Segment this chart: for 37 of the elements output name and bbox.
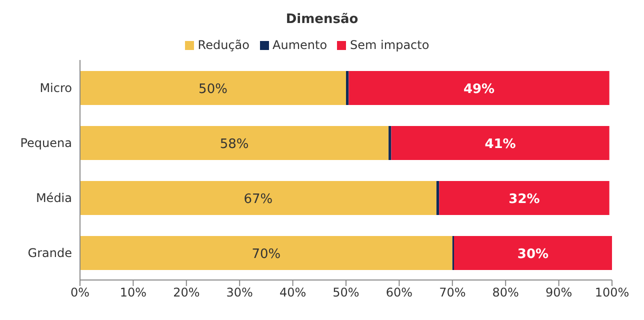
x-tick-label: 70% bbox=[439, 286, 466, 300]
bar bbox=[436, 181, 440, 215]
x-tick-label: 0% bbox=[70, 286, 90, 300]
y-tick-label: Micro bbox=[40, 80, 72, 95]
bar bbox=[346, 71, 349, 105]
legend-label: Redução bbox=[198, 38, 250, 52]
bar bbox=[391, 126, 610, 160]
legend-label: Sem impacto bbox=[350, 38, 430, 52]
x-tick-label: 100% bbox=[594, 286, 630, 300]
data-label: 67% bbox=[244, 192, 273, 207]
x-tick-label: 30% bbox=[226, 286, 253, 300]
data-label: 41% bbox=[484, 137, 516, 152]
chart-title: Dimensão bbox=[284, 11, 360, 29]
y-tick-label: Grande bbox=[28, 246, 72, 260]
bar bbox=[80, 181, 436, 215]
data-label: 58% bbox=[220, 137, 249, 152]
data-label: 50% bbox=[198, 82, 228, 97]
data-label: 32% bbox=[508, 192, 540, 207]
data-label: 49% bbox=[463, 82, 495, 97]
bar bbox=[439, 181, 610, 215]
x-tick-label: 90% bbox=[545, 286, 572, 300]
data-label: 30% bbox=[517, 247, 549, 262]
x-tick-label: 60% bbox=[386, 286, 413, 300]
x-tick-label: 20% bbox=[173, 286, 200, 300]
bar bbox=[80, 126, 389, 160]
bar bbox=[80, 236, 452, 270]
x-tick-label: 40% bbox=[279, 286, 306, 300]
bar bbox=[388, 126, 392, 160]
legend-label: Aumento bbox=[272, 38, 328, 52]
data-label: 70% bbox=[252, 247, 281, 262]
bar bbox=[348, 71, 610, 105]
bar bbox=[80, 71, 346, 105]
x-tick-label: 80% bbox=[492, 286, 519, 300]
x-tick-label: 10% bbox=[120, 286, 147, 300]
y-tick-label: Média bbox=[36, 190, 72, 205]
x-tick-label: 50% bbox=[332, 286, 360, 300]
y-tick-label: Pequena bbox=[20, 136, 72, 150]
